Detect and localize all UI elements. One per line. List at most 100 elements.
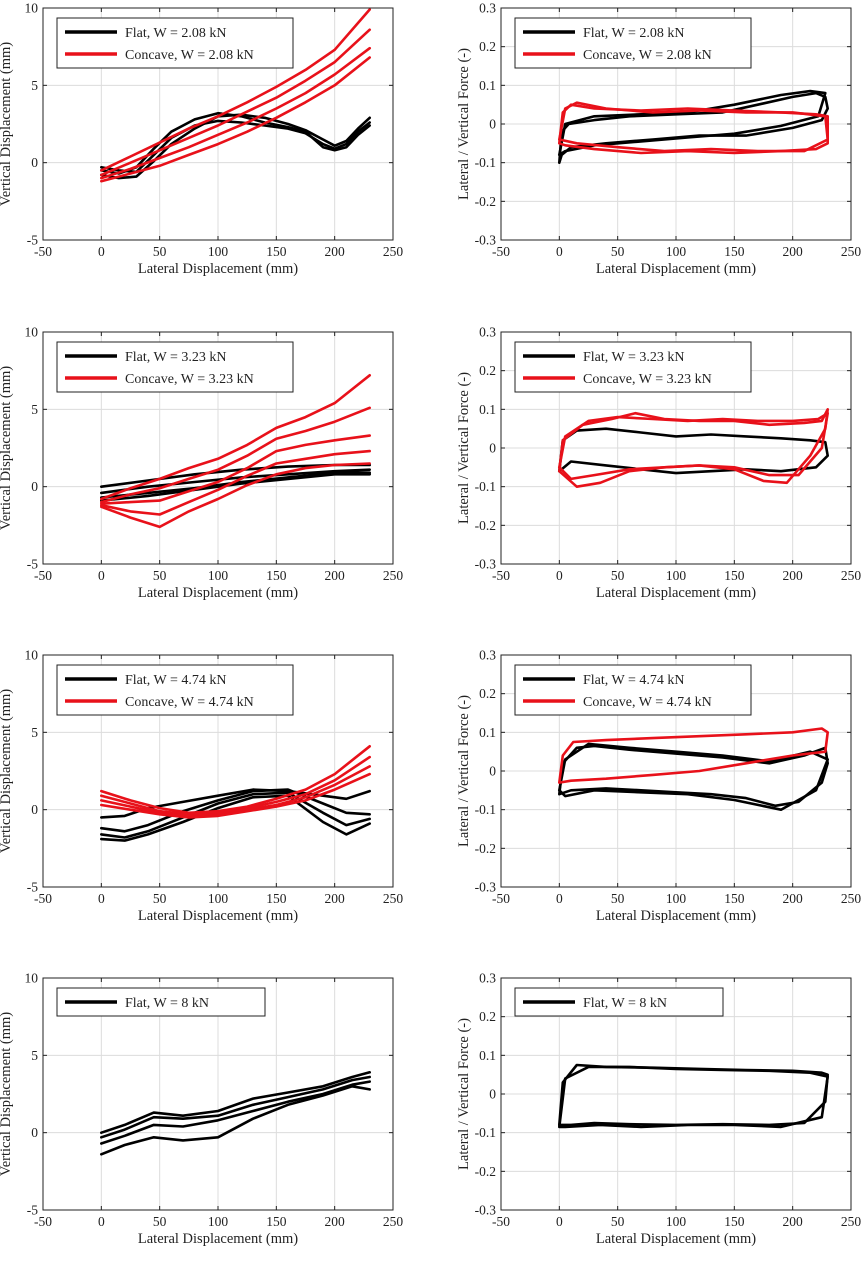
x-tick-label: 100 xyxy=(666,891,687,906)
y-tick-label: -0.1 xyxy=(475,479,496,494)
series-line-concave xyxy=(100,374,371,501)
x-tick-label: 50 xyxy=(611,568,625,583)
y-tick-label: 0 xyxy=(31,802,38,817)
series-line-flat xyxy=(100,1075,371,1139)
x-tick-label: 0 xyxy=(556,891,563,906)
series-line-flat xyxy=(558,742,829,811)
y-tick-label: -0.1 xyxy=(475,155,496,170)
y-tick-label: 10 xyxy=(25,971,39,986)
x-tick-label: 50 xyxy=(611,1214,625,1229)
x-tick-label: -50 xyxy=(34,244,52,259)
legend: Flat, W = 3.23 kN Concave, W = 3.23 kN xyxy=(514,341,752,393)
x-tick-label: 100 xyxy=(208,891,229,906)
x-tick-label: 50 xyxy=(153,568,167,583)
y-tick-label: 0.2 xyxy=(479,363,496,378)
series-line-concave xyxy=(100,56,371,183)
y-tick-label: -5 xyxy=(27,880,38,895)
x-tick-label: 0 xyxy=(98,891,105,906)
x-axis-label: Lateral Displacement (mm) xyxy=(596,908,756,924)
y-axis-label: Lateral / Vertical Force (-) xyxy=(456,695,472,847)
y-tick-label: 0 xyxy=(489,117,496,132)
x-tick-label: 100 xyxy=(208,568,229,583)
x-tick-label: 200 xyxy=(325,1214,346,1229)
series-line-flat xyxy=(558,89,827,157)
y-axis-label: Lateral / Vertical Force (-) xyxy=(456,372,472,524)
legend: Flat, W = 2.08 kN Concave, W = 2.08 kN xyxy=(514,17,752,69)
series-line-flat xyxy=(558,744,829,808)
legend: Flat, W = 2.08 kN Concave, W = 2.08 kN xyxy=(56,17,294,69)
y-axis-label: Lateral / Vertical Force (-) xyxy=(456,48,472,200)
series-line-flat xyxy=(558,1065,829,1129)
x-axis-label: Lateral Displacement (mm) xyxy=(596,261,756,277)
x-tick-label: 0 xyxy=(556,568,563,583)
y-tick-label: 0 xyxy=(489,764,496,779)
legend-box xyxy=(56,17,294,69)
y-tick-label: 5 xyxy=(31,402,38,417)
legend-label: Flat, W = 3.23 kN xyxy=(125,350,227,365)
x-tick-label: -50 xyxy=(34,568,52,583)
y-tick-label: -0.3 xyxy=(475,1203,497,1218)
y-tick-label: 0.1 xyxy=(479,78,496,93)
y-tick-label: 0 xyxy=(31,155,38,170)
x-tick-label: 100 xyxy=(666,568,687,583)
y-tick-label: 10 xyxy=(25,325,39,340)
x-tick-label: 0 xyxy=(98,244,105,259)
y-tick-label: 0.3 xyxy=(479,648,496,663)
x-tick-label: 0 xyxy=(556,244,563,259)
x-tick-label: 100 xyxy=(208,244,229,259)
x-tick-label: -50 xyxy=(492,244,510,259)
x-tick-label: 150 xyxy=(266,1214,287,1229)
series-line-concave xyxy=(100,406,371,504)
x-tick-label: -50 xyxy=(492,891,510,906)
x-tick-label: 100 xyxy=(208,1214,229,1229)
x-tick-label: 200 xyxy=(325,891,346,906)
legend-label: Flat, W = 8 kN xyxy=(583,996,667,1011)
x-tick-label: 250 xyxy=(383,568,404,583)
y-tick-label: 0.3 xyxy=(479,1,496,16)
series-line-concave xyxy=(100,28,371,177)
y-tick-label: -0.2 xyxy=(475,518,496,533)
y-tick-label: -0.1 xyxy=(475,1125,496,1140)
x-axis-label: Lateral Displacement (mm) xyxy=(596,585,756,601)
y-tick-label: -5 xyxy=(27,557,38,572)
x-tick-label: 50 xyxy=(153,891,167,906)
x-tick-label: 250 xyxy=(841,568,862,583)
legend: Flat, W = 3.23 kN Concave, W = 3.23 kN xyxy=(56,341,294,393)
x-tick-label: 250 xyxy=(841,891,862,906)
y-tick-label: 0.2 xyxy=(479,39,496,54)
y-axis-label: Vertical Displacement (mm) xyxy=(0,42,14,206)
x-tick-label: 150 xyxy=(724,568,745,583)
y-tick-label: -0.3 xyxy=(475,233,497,248)
y-tick-label: 0.1 xyxy=(479,1048,496,1063)
y-tick-label: 0 xyxy=(31,1125,38,1140)
y-tick-label: -0.2 xyxy=(475,1164,496,1179)
series-line-concave xyxy=(100,765,371,818)
y-tick-label: 10 xyxy=(25,648,39,663)
chart-lv-8: -50 0 50 100 150 200 250 -0.3 -0.2 -0.1 0 0.1 0.2 0.3… xyxy=(456,971,861,1248)
legend-label: Flat, W = 2.08 kN xyxy=(583,26,685,41)
x-axis-label: Lateral Displacement (mm) xyxy=(138,261,298,277)
y-tick-label: 5 xyxy=(31,78,38,93)
y-tick-label: 5 xyxy=(31,1048,38,1063)
legend-box xyxy=(514,341,752,393)
y-tick-label: 5 xyxy=(31,725,38,740)
x-tick-label: 200 xyxy=(325,568,346,583)
x-tick-label: 200 xyxy=(783,244,804,259)
series-line-concave xyxy=(558,727,829,784)
series-line-flat xyxy=(100,788,371,819)
y-tick-label: -5 xyxy=(27,233,38,248)
series-line-flat xyxy=(100,788,371,833)
chart-lv-474: -50 0 50 100 150 200 250 -0.3 -0.2 -0.1 0 0.1 0.2 0.3… xyxy=(456,648,861,925)
x-axis-label: Lateral Displacement (mm) xyxy=(596,1231,756,1247)
series-line-concave xyxy=(558,411,829,481)
y-tick-label: 0.2 xyxy=(479,1009,496,1024)
series-line-concave xyxy=(100,8,371,172)
legend-label: Flat, W = 4.74 kN xyxy=(125,673,227,688)
series-line-flat xyxy=(100,473,371,502)
x-tick-label: -50 xyxy=(34,1214,52,1229)
chart-lv-323: -50 0 50 100 150 200 250 -0.3 -0.2 -0.1 0 0.1 0.2 0.3… xyxy=(456,325,861,602)
